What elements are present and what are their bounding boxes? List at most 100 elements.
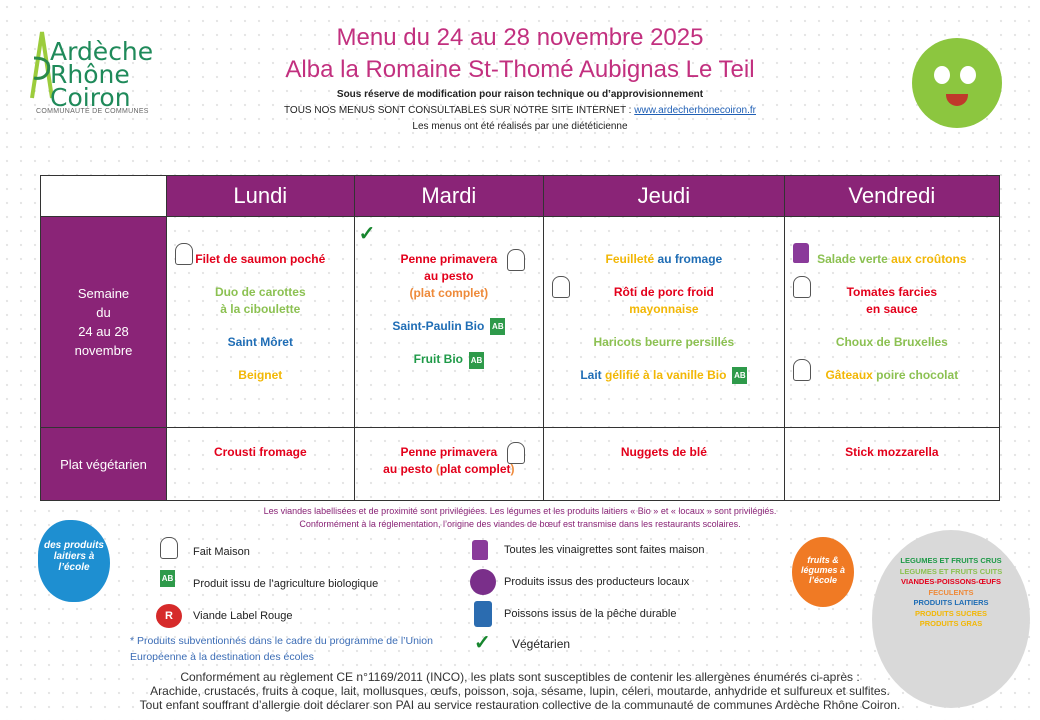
menu-item-text: mayonnaise [629, 302, 699, 316]
menu-item: Crousti fromage [167, 444, 354, 461]
chef-hat-icon [792, 276, 811, 298]
legend-bio: Produit issu de l’agriculture biologique [193, 578, 379, 590]
food-groups-legend: LEGUMES ET FRUITS CRUS LEGUMES ET FRUITS … [872, 530, 1030, 708]
logo-line: Coiron [50, 83, 131, 112]
legend-eu-2: Européenne à la destination des écoles [130, 651, 314, 663]
veg-cell-lundi: Crousti fromage [166, 427, 355, 501]
legend-eu-1: * Produits subventionnés dans le cadre d… [130, 635, 433, 647]
menu-item-text: poire chocolat [876, 368, 959, 382]
menu-item-text: Feuilleté [605, 252, 658, 266]
note-labels: Les viandes labellisées et de proximité … [263, 506, 777, 516]
menu-item-line: Lait gélifié à la vanille Bio AB [544, 367, 784, 385]
food-group-label: LEGUMES ET FRUITS CRUS [900, 556, 1002, 565]
menu-cell-mardi: ✓ Penne primavera au pesto (plat complet) Sa… [353, 216, 545, 428]
chef-hat-icon [160, 537, 178, 559]
menu-item: Salade verte aux croûtons [785, 243, 999, 268]
legend-fait-maison: Fait Maison [193, 546, 250, 558]
chef-hat-icon [175, 243, 193, 265]
menu-item-text: à la ciboulette [220, 302, 301, 316]
menu-item-text: Filet de saumon poché [195, 252, 326, 266]
day-header-lundi: Lundi [166, 175, 355, 217]
day-header-mardi: Mardi [353, 175, 545, 217]
menu-item-line: à la ciboulette [167, 301, 354, 318]
page-subtitle: Alba la Romaine St-Thomé Aubignas Le Tei… [285, 56, 755, 83]
menu-item-line: Penne primavera [355, 444, 544, 461]
menu-item-text: Stick mozzarella [845, 445, 939, 459]
day-header-jeudi: Jeudi [543, 175, 785, 217]
menu-cell-vendredi: Salade verte aux croûtons Tomates farcies… [783, 216, 1001, 428]
menu-item-text: (plat complet) [409, 286, 489, 300]
menu-item: Saint-Paulin Bio AB [355, 318, 544, 336]
menu-item: Fruit Bio AB [355, 351, 544, 369]
week-label: Semaine du 24 au 28 novembre [40, 216, 167, 428]
note-beef-origin: Conformément à la réglementation, l’orig… [299, 519, 741, 529]
organic-ab-icon: AB [468, 351, 484, 369]
week-label-line: 24 au 28 [78, 324, 129, 339]
menu-item-text: au pesto [424, 269, 474, 283]
menu-item-line: au pesto (plat complet) [355, 461, 544, 478]
organic-ab-icon: AB [160, 570, 175, 587]
menu-item-text: Nuggets de blé [620, 445, 707, 459]
notice-reserve: Sous réserve de modification pour raison… [336, 89, 704, 100]
menu-item-text: plat complet [439, 462, 511, 476]
menu-item-line: Duo de carottes [167, 284, 354, 301]
logo-line: Ardèche [50, 37, 154, 66]
menu-item: Nuggets de blé [544, 444, 784, 461]
menu-item: Lait gélifié à la vanille Bio AB [544, 367, 784, 385]
menu-item: Penne primavera au pesto (plat complet) [355, 442, 544, 478]
menu-item-text: Rôti de porc froid [613, 285, 714, 299]
menu-item-text: Beignet [238, 368, 283, 382]
menu-item-line: Stick mozzarella [785, 444, 999, 461]
food-group-label: VIANDES-POISSONS-ŒUFS [900, 577, 1001, 586]
vinaigrette-bottle-icon [472, 540, 488, 560]
legend-locaux: Produits issus des producteurs locaux [504, 576, 690, 588]
menu-item: Stick mozzarella [785, 444, 999, 461]
menu-item-text: Tomates farcies [846, 285, 938, 299]
menu-item-text: au pesto [383, 462, 436, 476]
logo-mark [30, 31, 54, 99]
menu-item-text: en sauce [866, 302, 918, 316]
legend-label-rouge: Viande Label Rouge [193, 610, 293, 622]
menu-item-text: Penne primavera [400, 445, 498, 459]
menu-item-line: Haricots beurre persillés [544, 334, 784, 351]
week-label-line: novembre [74, 343, 133, 358]
menu-item-line: mayonnaise [544, 301, 784, 318]
notice-dietitian: Les menus ont été réalisés par une diété… [412, 121, 628, 132]
menu-item-line: Tomates farcies [785, 284, 999, 301]
apple-mascot [912, 38, 1002, 128]
page-title: Menu du 24 au 28 novembre 2025 [336, 24, 704, 51]
menu-item-line: Fruit Bio AB [355, 351, 544, 369]
website-link[interactable]: www.ardecherhonecoiron.fr [634, 105, 756, 116]
local-producers-icon [470, 569, 496, 595]
legend-vegetarien: Végétarien [512, 637, 571, 651]
menu-item: Feuilleté au fromage [544, 251, 784, 268]
table-corner [40, 175, 167, 217]
fruits-school-badge: fruits & légumes à l’école [792, 537, 854, 607]
food-group-label: PRODUITS LAITIERS [913, 598, 989, 607]
menu-item-line: Saint-Paulin Bio AB [355, 318, 544, 336]
menu-item: Tomates farcies en sauce [785, 276, 999, 318]
logo-line: Rhône [50, 60, 130, 89]
allergens-line-1: Conformément au règlement CE n°1169/2011… [180, 670, 860, 684]
veg-cell-jeudi: Nuggets de blé [543, 427, 785, 501]
menu-item-line: Choux de Bruxelles [785, 334, 999, 351]
menu-item-line: Gâteaux poire chocolat [785, 367, 999, 384]
vinaigrette-bottle-icon [792, 243, 809, 263]
chef-hat-icon [507, 249, 526, 271]
veg-row-label: Plat végétarien [40, 427, 167, 501]
menu-item-text: Crousti fromage [213, 445, 307, 459]
menu-item-text: Fruit Bio [413, 352, 463, 367]
menu-item: Saint Môret [167, 334, 354, 351]
menu-item-text: ) [510, 462, 515, 476]
menu-item-text: Duo de carottes [214, 285, 306, 299]
chef-hat-icon [552, 276, 571, 298]
organic-ab-icon: AB [490, 318, 506, 336]
veg-cell-mardi: Penne primavera au pesto (plat complet) [353, 427, 545, 501]
menu-item: Penne primavera au pesto (plat complet) [355, 249, 544, 302]
logo-subtitle: COMMUNAUTÉ DE COMMUNES [36, 108, 149, 115]
menu-item-line: Filet de saumon poché [167, 251, 354, 268]
menu-item: Beignet [167, 367, 354, 384]
menu-cell-lundi: Filet de saumon poché Duo de carottes à la… [166, 216, 355, 428]
menu-item-text: Choux de Bruxelles [835, 335, 948, 349]
menu-item-line: Feuilleté au fromage [544, 251, 784, 268]
